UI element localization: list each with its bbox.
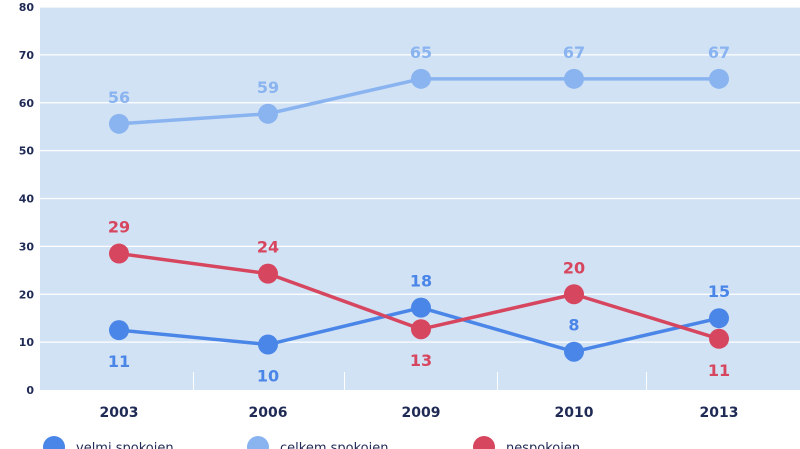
legend-marker	[247, 436, 269, 449]
y-tick-label: 0	[26, 384, 34, 397]
x-tick-label: 2003	[100, 405, 139, 421]
data-point	[109, 113, 129, 134]
data-point	[709, 328, 729, 349]
y-axis-ticks: 0 10 20 30 40 50 60 70 80	[19, 1, 35, 397]
data-point	[564, 68, 584, 89]
legend-marker	[43, 436, 65, 449]
data-point	[258, 334, 278, 355]
y-tick-label: 60	[19, 97, 35, 110]
data-point	[709, 308, 729, 329]
x-tick-label: 2006	[249, 405, 288, 421]
y-tick-label: 70	[19, 49, 35, 62]
data-label: 11	[108, 352, 130, 371]
data-point	[258, 103, 278, 124]
data-label: 29	[108, 218, 130, 237]
legend-label: velmi spokojen	[76, 441, 174, 449]
legend-marker	[473, 436, 495, 449]
data-point	[564, 341, 584, 362]
x-tick-label: 2013	[700, 405, 739, 421]
data-label: 10	[257, 367, 279, 386]
y-tick-label: 50	[19, 145, 35, 158]
data-point	[564, 284, 584, 305]
x-tick-label: 2010	[555, 405, 594, 421]
data-point	[258, 263, 278, 284]
y-tick-label: 40	[19, 193, 35, 206]
legend-label: celkem spokojen	[280, 441, 388, 449]
y-tick-label: 10	[19, 336, 35, 349]
legend-label: nespokojen	[506, 441, 580, 449]
data-label: 67	[563, 43, 585, 62]
data-label: 56	[108, 88, 130, 107]
data-label: 20	[563, 258, 585, 277]
data-label: 67	[708, 43, 730, 62]
data-point	[109, 243, 129, 264]
series-points	[109, 68, 729, 362]
data-point	[709, 68, 729, 89]
data-label: 8	[568, 316, 579, 335]
data-point	[411, 297, 431, 318]
data-label: 18	[410, 272, 432, 291]
data-labels: 11 10 18 8 15 56 59 65 67 67 29 24 13 20 11	[108, 43, 730, 386]
legend: velmi spokojen celkem spokojen nespokojen	[43, 436, 580, 449]
data-label: 11	[708, 361, 730, 380]
data-label: 13	[410, 351, 432, 370]
data-point	[411, 319, 431, 340]
data-point	[109, 320, 129, 341]
gridlines	[40, 6, 800, 390]
x-tick-label: 2009	[402, 405, 441, 421]
data-label: 65	[410, 43, 432, 62]
data-label: 15	[708, 282, 730, 301]
data-point	[411, 68, 431, 89]
data-label: 59	[257, 78, 279, 97]
x-axis-ticks: 2003 2006 2009 2010 2013	[100, 405, 739, 421]
data-label: 24	[257, 238, 279, 257]
y-tick-label: 80	[19, 1, 35, 14]
y-tick-label: 20	[19, 288, 35, 301]
y-tick-label: 30	[19, 240, 35, 253]
